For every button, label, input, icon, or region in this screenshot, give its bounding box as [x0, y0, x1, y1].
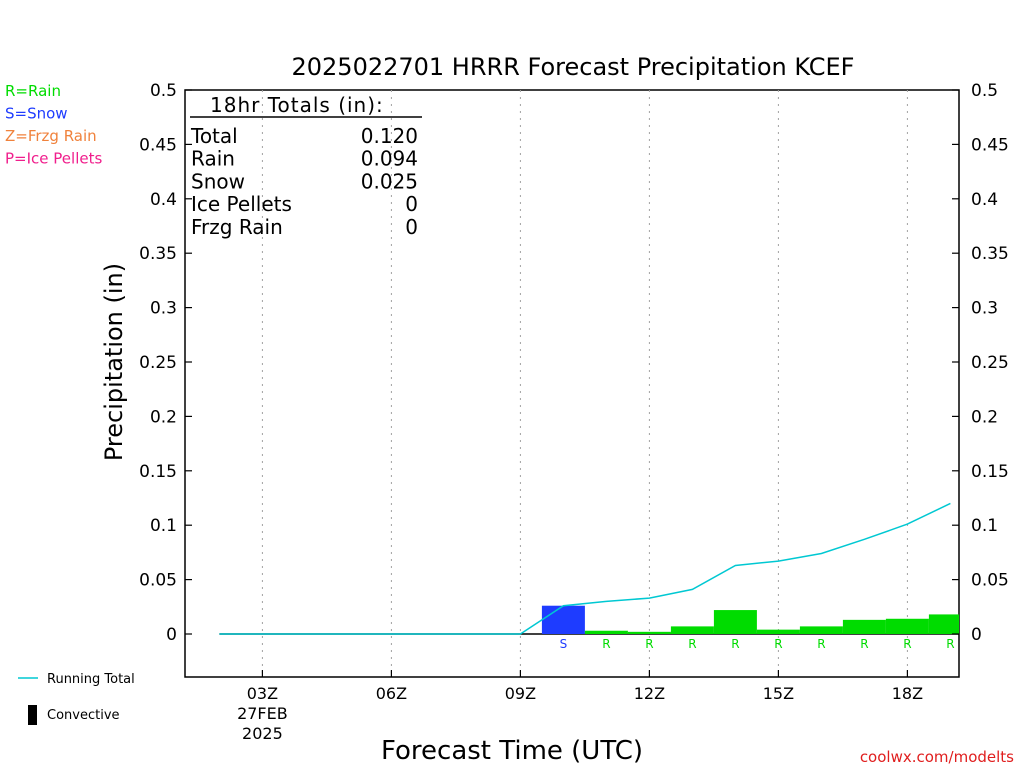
totals-row-label: Rain	[191, 147, 235, 171]
y-tick-label-right: 0.4	[971, 190, 998, 210]
precip-type-label: R	[903, 637, 911, 651]
type-legend-item: S=Snow	[5, 105, 68, 123]
precip-bar	[885, 618, 929, 634]
precip-type-label: R	[860, 637, 868, 651]
y-tick-label-left: 0.3	[150, 299, 177, 319]
y-tick-label-right: 0.25	[971, 353, 1009, 373]
y-tick-label-left: 0.35	[139, 244, 177, 264]
precip-type-label: R	[817, 637, 825, 651]
x-tick-date: 27FEB	[237, 704, 288, 723]
precip-type-label: R	[946, 637, 954, 651]
credit-text: coolwx.com/modelts	[860, 748, 1014, 766]
type-legend-item: R=Rain	[5, 82, 61, 100]
precip-type-label: R	[731, 637, 739, 651]
totals-row-value: 0.094	[361, 147, 418, 171]
y-tick-label-right: 0.2	[971, 407, 998, 427]
y-tick-label-left: 0.15	[139, 462, 177, 482]
y-tick-label-left: 0.2	[150, 407, 177, 427]
precip-type-label: R	[774, 637, 782, 651]
y-tick-label-right: 0.35	[971, 244, 1009, 264]
y-axis-label: Precipitation (in)	[100, 263, 128, 461]
y-tick-label-right: 0.3	[971, 299, 998, 319]
x-axis-label: Forecast Time (UTC)	[381, 736, 643, 766]
precip-bar	[627, 631, 671, 634]
axis-layer: 0 00.05 0.050.1 0.10.15 0.150.2 0.20.25 0.250.…	[139, 81, 1009, 743]
totals-row-value: 0	[405, 192, 418, 216]
type-legend-item: P=Ice Pellets	[5, 150, 102, 168]
line-legend: Running Total Convective	[18, 672, 135, 725]
chart-title: 2025022701 HRRR Forecast Precipitation K…	[291, 53, 854, 81]
line-layer	[219, 502, 951, 635]
y-tick-label-left: 0.05	[139, 571, 177, 591]
grid-layer	[219, 90, 959, 677]
precip-type-label: R	[602, 637, 610, 651]
y-tick-label-right: 0.5	[971, 81, 998, 101]
x-tick-label: 18Z	[892, 684, 923, 703]
y-tick-label-left: 0.25	[139, 353, 177, 373]
y-tick-label-right: 0.15	[971, 462, 1009, 482]
y-tick-label-right: 0.05	[971, 571, 1009, 591]
totals-row-label: Total	[190, 124, 238, 148]
y-tick-label-right: 0.45	[971, 135, 1009, 155]
x-tick-label: 15Z	[763, 684, 794, 703]
type-legend-item: Z=Frzg Rain	[5, 127, 97, 145]
x-tick-label: 12Z	[634, 684, 665, 703]
y-tick-label-right: 0	[971, 625, 982, 645]
totals-box: 18hr Totals (in): Total 0.120 Rain 0.094 Snow…	[190, 93, 422, 239]
totals-row-value: 0.120	[361, 124, 418, 148]
precip-bar	[541, 605, 585, 634]
x-tick-label: 06Z	[376, 684, 407, 703]
totals-title: 18hr Totals (in):	[210, 93, 384, 117]
precip-bar	[584, 630, 628, 634]
precip-bar	[928, 614, 959, 634]
precip-bar	[670, 626, 714, 634]
line-legend-label: Running Total	[47, 672, 135, 687]
precip-bar	[756, 629, 800, 634]
y-tick-label-right: 0.1	[971, 516, 998, 536]
y-tick-label-left: 0.1	[150, 516, 177, 536]
totals-row-value: 0.025	[361, 169, 418, 193]
y-tick-label-left: 0	[166, 625, 177, 645]
precip-type-label: R	[645, 637, 653, 651]
x-tick-year: 2025	[242, 724, 283, 743]
plot-frame	[184, 89, 960, 678]
x-tick-label: 03Z	[247, 684, 278, 703]
totals-row-label: Snow	[191, 169, 245, 193]
x-tick-label: 09Z	[505, 684, 536, 703]
running-total-line	[219, 502, 951, 635]
precip-bar	[713, 610, 757, 634]
line-legend-label: Convective	[47, 708, 120, 723]
y-tick-label-left: 0.4	[150, 190, 177, 210]
convective-swatch	[28, 705, 37, 725]
precip-bar	[799, 626, 843, 634]
y-tick-label-left: 0.45	[139, 135, 177, 155]
y-tick-label-left: 0.5	[150, 81, 177, 101]
precip-bar	[842, 619, 886, 634]
totals-row-label: Frzg Rain	[191, 215, 283, 239]
precip-type-label: S	[560, 637, 568, 651]
precip-type-legend: R=Rain S=Snow Z=Frzg Rain P=Ice Pellets	[5, 82, 102, 168]
totals-row-label: Ice Pellets	[191, 192, 292, 216]
totals-row-value: 0	[405, 215, 418, 239]
precip-type-label: R	[688, 637, 696, 651]
